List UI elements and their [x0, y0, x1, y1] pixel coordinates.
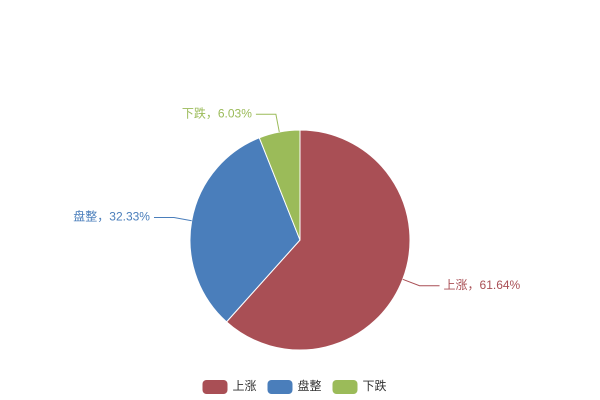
pie-slice: [225, 129, 411, 351]
pie-slice: [258, 129, 301, 241]
legend-label: 上涨: [233, 378, 257, 393]
legend-label: 下跌: [363, 378, 387, 393]
label-line: [153, 217, 192, 222]
label-line: [402, 278, 440, 287]
legend-swatch: [202, 380, 228, 394]
legend-swatch: [332, 380, 358, 394]
data-label: 下跌，6.03%: [182, 105, 252, 120]
label-line: [255, 113, 280, 133]
legend-label: 盘整: [298, 378, 322, 393]
pie-slice: [189, 137, 301, 323]
data-label: 盘整，32.33%: [73, 209, 150, 224]
legend-swatch: [267, 380, 293, 394]
data-label: 上涨，61.64%: [444, 277, 521, 292]
